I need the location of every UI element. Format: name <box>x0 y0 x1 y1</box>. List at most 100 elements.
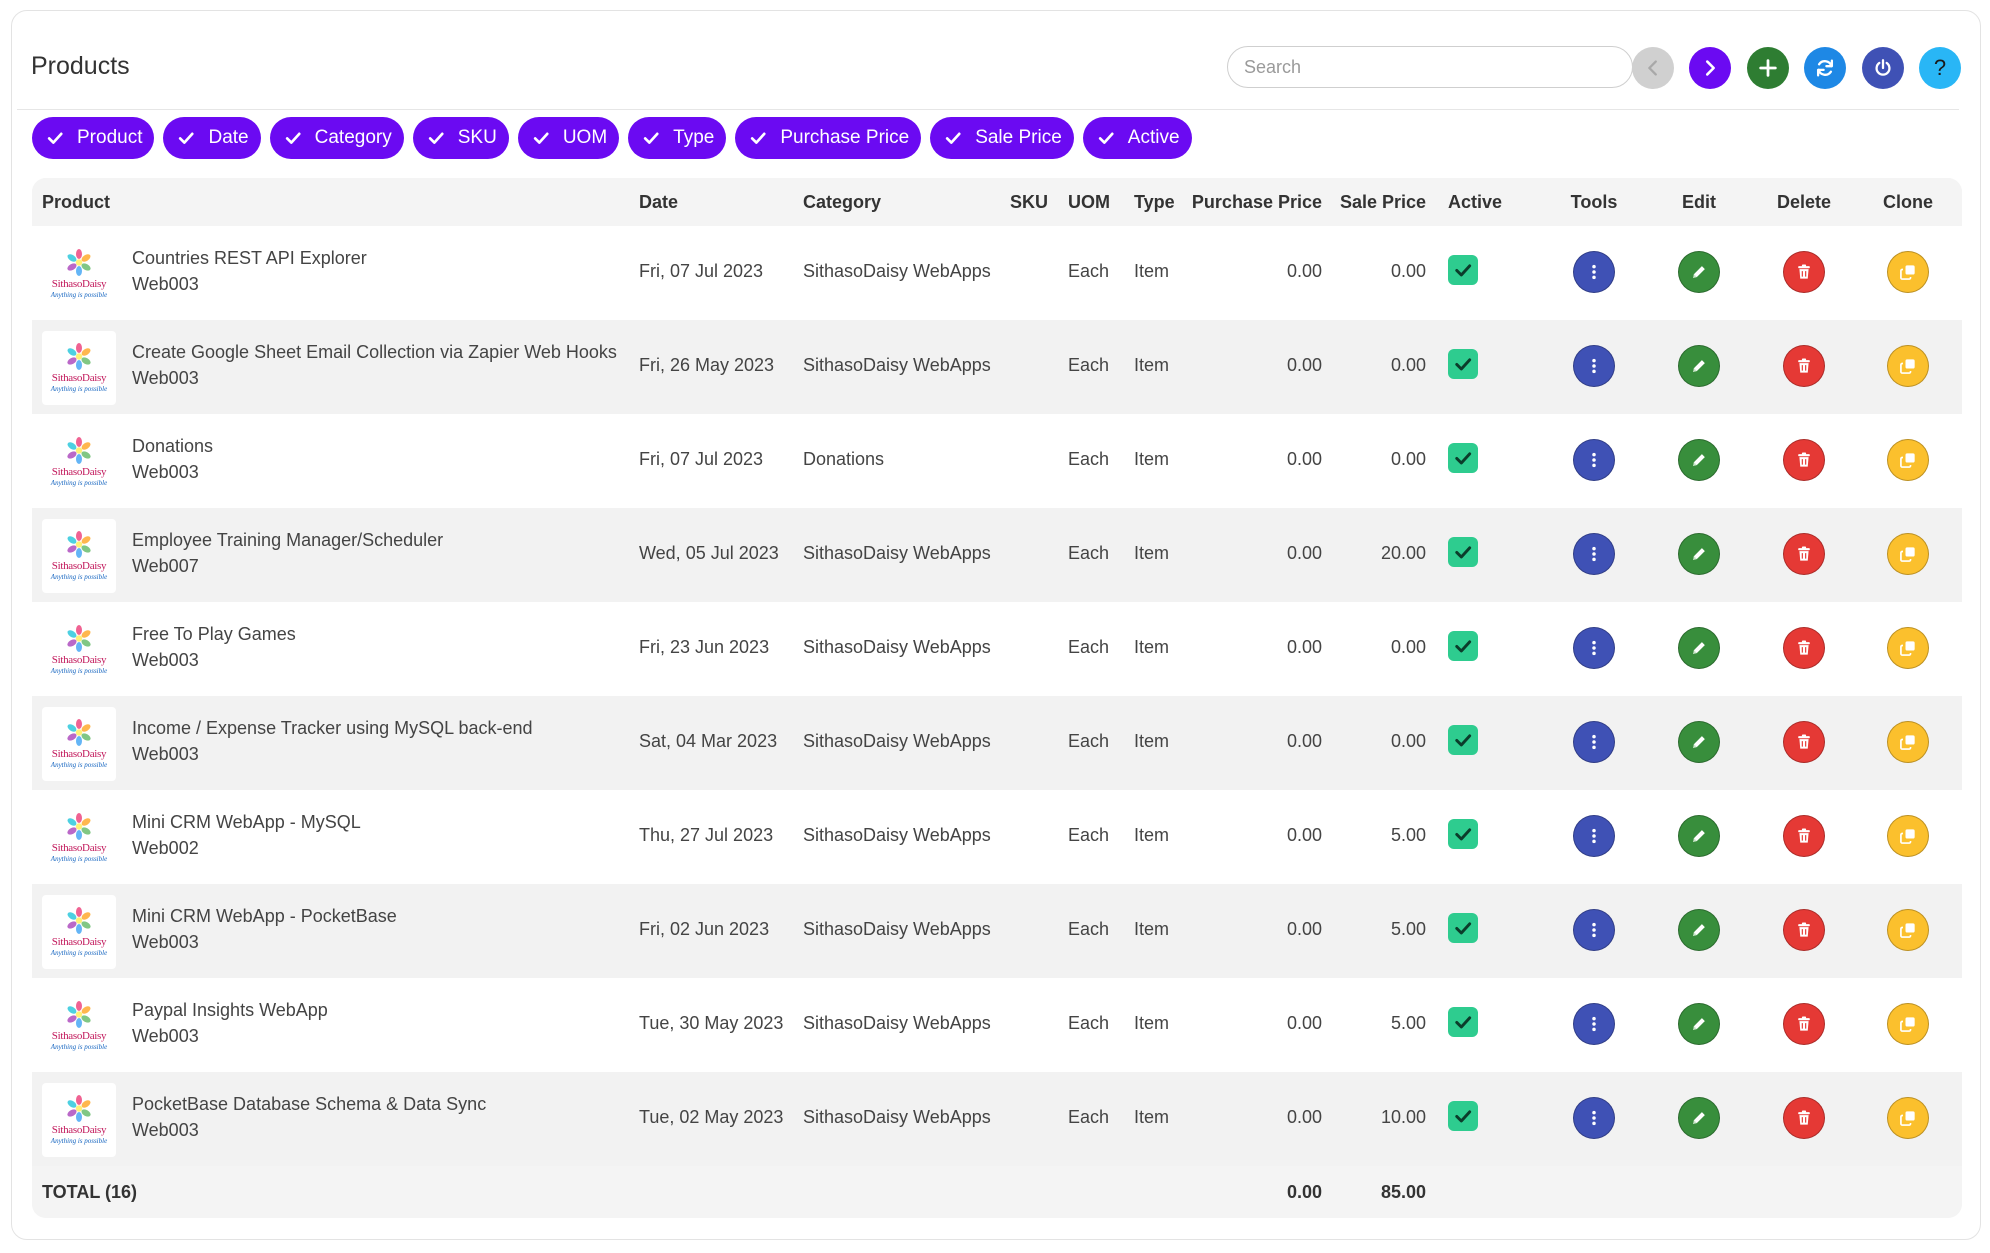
active-checkbox[interactable] <box>1448 725 1478 755</box>
edit-button[interactable] <box>1678 627 1720 669</box>
filter-chip-sku[interactable]: SKU <box>412 117 509 159</box>
clone-button[interactable] <box>1887 345 1929 387</box>
table-row[interactable]: SithasoDaisy Anything is possible Paypal I… <box>32 978 1962 1072</box>
clone-button[interactable] <box>1887 815 1929 857</box>
search-input[interactable] <box>1227 46 1633 88</box>
table-row[interactable]: SithasoDaisy Anything is possible Create G… <box>32 320 1962 414</box>
tools-button[interactable] <box>1573 1097 1615 1139</box>
clone-button[interactable] <box>1887 627 1929 669</box>
active-checkbox[interactable] <box>1448 349 1478 379</box>
tools-button[interactable] <box>1573 1003 1615 1045</box>
edit-button[interactable] <box>1678 439 1720 481</box>
delete-button[interactable] <box>1783 439 1825 481</box>
product-name: Mini CRM WebApp - PocketBase <box>132 906 397 926</box>
next-page-button[interactable] <box>1689 47 1731 89</box>
table-row[interactable]: SithasoDaisy Anything is possible Employee… <box>32 508 1962 602</box>
refresh-button[interactable] <box>1804 47 1846 89</box>
delete-button[interactable] <box>1783 1003 1825 1045</box>
active-checkbox[interactable] <box>1448 631 1478 661</box>
edit-button[interactable] <box>1678 1097 1720 1139</box>
product-sku: Web007 <box>132 556 199 576</box>
tools-button[interactable] <box>1573 345 1615 387</box>
edit-button[interactable] <box>1678 345 1720 387</box>
active-checkbox[interactable] <box>1448 537 1478 567</box>
table-row[interactable]: SithasoDaisy Anything is possible Mini CRM… <box>32 790 1962 884</box>
help-button[interactable]: ? <box>1919 47 1961 89</box>
table-row[interactable]: SithasoDaisy Anything is possible Countrie… <box>32 226 1962 320</box>
delete-button[interactable] <box>1783 1097 1825 1139</box>
add-button[interactable] <box>1747 47 1789 89</box>
product-sale-price: 5.00 <box>1390 1013 1426 1033</box>
tools-button[interactable] <box>1573 909 1615 951</box>
delete-button[interactable] <box>1783 909 1825 951</box>
active-checkbox[interactable] <box>1448 913 1478 943</box>
col-header-date[interactable]: Date <box>639 192 679 212</box>
filter-chip-date[interactable]: Date <box>163 117 261 159</box>
filter-chip-uom[interactable]: UOM <box>517 117 620 159</box>
delete-button[interactable] <box>1783 721 1825 763</box>
product-uom: Each <box>1068 355 1110 375</box>
filter-chip-category[interactable]: Category <box>269 117 404 159</box>
edit-button[interactable] <box>1678 251 1720 293</box>
filter-chip-purchase-price[interactable]: Purchase Price <box>735 117 922 159</box>
col-header-active[interactable]: Active <box>1448 192 1503 212</box>
filter-chip-type[interactable]: Type <box>628 117 727 159</box>
active-checkbox[interactable] <box>1448 1101 1478 1131</box>
table-row[interactable]: SithasoDaisy Anything is possible Mini CRM… <box>32 884 1962 978</box>
product-uom: Each <box>1068 261 1110 281</box>
clone-button[interactable] <box>1887 721 1929 763</box>
active-checkbox[interactable] <box>1448 255 1478 285</box>
col-header-uom[interactable]: UOM <box>1068 192 1110 212</box>
tools-button[interactable] <box>1573 251 1615 293</box>
active-checkbox[interactable] <box>1448 443 1478 473</box>
clone-button[interactable] <box>1887 251 1929 293</box>
filter-chip-sale-price[interactable]: Sale Price <box>930 117 1074 159</box>
filter-chip-product[interactable]: Product <box>32 117 155 159</box>
table-row[interactable]: SithasoDaisy Anything is possible Donation… <box>32 414 1962 508</box>
copy-icon <box>1900 923 1915 938</box>
delete-button[interactable] <box>1783 627 1825 669</box>
col-header-product[interactable]: Product <box>42 192 111 212</box>
delete-button[interactable] <box>1783 533 1825 575</box>
clone-button[interactable] <box>1887 1003 1929 1045</box>
col-header-type[interactable]: Type <box>1134 192 1175 212</box>
table-row[interactable]: SithasoDaisy Anything is possible PocketBa… <box>32 1072 1962 1166</box>
edit-button[interactable] <box>1678 909 1720 951</box>
clone-button[interactable] <box>1887 533 1929 575</box>
tools-button[interactable] <box>1573 533 1615 575</box>
tools-button[interactable] <box>1573 627 1615 669</box>
delete-button[interactable] <box>1783 251 1825 293</box>
clone-button[interactable] <box>1887 909 1929 951</box>
edit-button[interactable] <box>1678 1003 1720 1045</box>
table-row[interactable]: SithasoDaisy Anything is possible Income /… <box>32 696 1962 790</box>
filter-chip-active[interactable]: Active <box>1082 117 1192 159</box>
active-checkbox[interactable] <box>1448 819 1478 849</box>
prev-page-button[interactable] <box>1632 47 1674 89</box>
total-label: TOTAL (16) <box>42 1182 138 1202</box>
col-header-purchase-price[interactable]: Purchase Price <box>1191 192 1322 212</box>
col-header-sale-price[interactable]: Sale Price <box>1339 192 1426 212</box>
tools-button[interactable] <box>1573 439 1615 481</box>
power-button[interactable] <box>1862 47 1904 89</box>
tools-button[interactable] <box>1573 721 1615 763</box>
col-header-category[interactable]: Category <box>803 192 882 212</box>
edit-button[interactable] <box>1678 815 1720 857</box>
delete-button[interactable] <box>1783 345 1825 387</box>
edit-button[interactable] <box>1678 533 1720 575</box>
product-sku: Web003 <box>132 274 199 294</box>
product-uom: Each <box>1068 919 1110 939</box>
daisy-logo-icon <box>67 1001 91 1028</box>
delete-button[interactable] <box>1783 815 1825 857</box>
col-header-sku[interactable]: SKU <box>1010 192 1049 212</box>
clone-button[interactable] <box>1887 439 1929 481</box>
table-row[interactable]: SithasoDaisy Anything is possible Free To … <box>32 602 1962 696</box>
tools-button[interactable] <box>1573 815 1615 857</box>
product-sku: Web003 <box>132 744 199 764</box>
pencil-icon <box>1693 1112 1705 1124</box>
active-checkbox[interactable] <box>1448 1007 1478 1037</box>
product-sku: Web003 <box>132 1026 199 1046</box>
clone-button[interactable] <box>1887 1097 1929 1139</box>
chip-label: Type <box>673 127 715 148</box>
product-sale-price: 5.00 <box>1390 919 1426 939</box>
edit-button[interactable] <box>1678 721 1720 763</box>
